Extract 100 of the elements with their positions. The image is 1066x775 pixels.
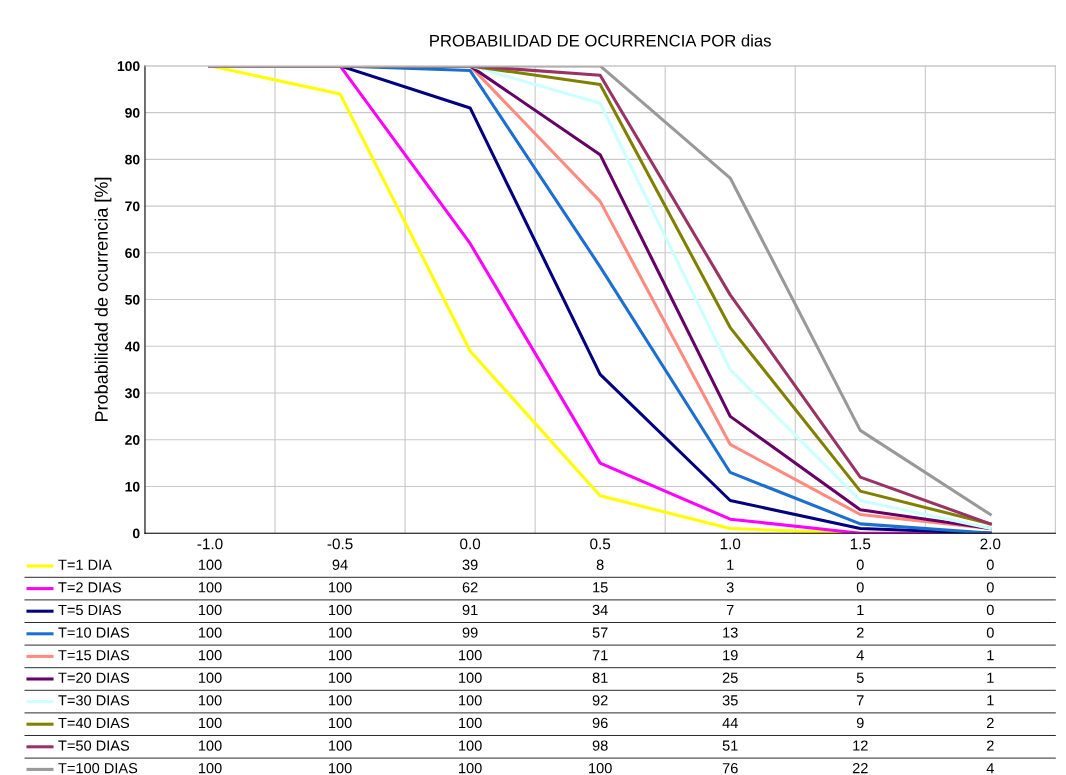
data-label: 1	[987, 695, 994, 706]
data-label: 25	[722, 672, 738, 683]
data-label: 35	[722, 695, 738, 706]
data-label: 2	[986, 717, 994, 728]
x-tick-label: 1.5	[850, 538, 871, 550]
legend-label: T=10 DIAS	[58, 627, 130, 638]
data-label: 98	[592, 740, 608, 751]
x-tick-label: 0.5	[590, 538, 611, 550]
data-label: 100	[198, 672, 222, 683]
legend-label: T=15 DIAS	[58, 649, 130, 661]
data-label: 2	[856, 627, 864, 638]
chart-title: PROBABILIDAD DE OCURRENCIA POR dias	[430, 34, 771, 47]
x-tick-label: 0.0	[460, 538, 481, 550]
y-tick-label: 70	[125, 201, 140, 212]
y-tick-label: 90	[125, 107, 140, 118]
data-label: 100	[589, 762, 612, 774]
x-tick-label: 2.0	[980, 538, 1001, 550]
data-label: 7	[726, 604, 734, 615]
data-label: 71	[592, 650, 608, 661]
data-label: 99	[462, 627, 478, 638]
data-label: 100	[329, 740, 352, 751]
data-label: 100	[198, 740, 222, 751]
data-label: 100	[459, 740, 482, 751]
data-label: 34	[592, 604, 608, 616]
data-label: 1	[727, 559, 734, 570]
data-label: 44	[722, 717, 738, 728]
data-label: 92	[592, 695, 608, 706]
data-label: 62	[462, 582, 478, 593]
data-label: 100	[198, 559, 222, 570]
data-label: 19	[723, 649, 738, 661]
data-label: 39	[462, 559, 478, 570]
data-label: 100	[329, 582, 352, 593]
data-label: 1	[987, 672, 994, 683]
y-tick-label: 50	[125, 294, 140, 305]
data-label: 100	[329, 695, 352, 706]
y-tick-label: 10	[125, 481, 140, 492]
data-label: 9	[856, 717, 864, 729]
legend-label: T=40 DIAS	[58, 717, 130, 729]
data-label: 76	[722, 762, 738, 774]
legend-label: T=100 DIAS	[58, 762, 138, 774]
y-tick-label: 40	[124, 341, 140, 352]
data-label: 100	[459, 672, 482, 683]
data-label: 0	[986, 604, 994, 616]
data-label: 100	[329, 649, 352, 661]
data-label: 100	[198, 582, 222, 593]
data-label: 4	[856, 650, 864, 661]
data-label: 100	[329, 717, 352, 729]
data-label: 15	[593, 582, 608, 593]
data-label: 100	[198, 627, 222, 638]
legend-label: T=2 DIAS	[58, 582, 121, 593]
data-label: 0	[986, 582, 994, 593]
data-label: 100	[459, 695, 482, 706]
data-label: 7	[856, 695, 864, 706]
data-label: 8	[596, 559, 604, 570]
data-label: 13	[723, 627, 738, 638]
x-tick-label: -0.5	[327, 538, 353, 550]
data-label: 100	[329, 762, 352, 774]
data-label: 4	[986, 763, 994, 774]
data-label: 100	[459, 762, 482, 774]
data-label: 1	[857, 604, 864, 615]
data-label: 100	[329, 627, 352, 638]
data-label: 12	[853, 740, 868, 751]
data-label: 2	[986, 740, 994, 751]
y-tick-label: 60	[125, 248, 140, 258]
y-tick-label: 0	[132, 528, 140, 539]
data-label: 5	[856, 672, 864, 683]
data-label: 100	[459, 649, 482, 661]
data-label: 0	[986, 627, 994, 638]
data-label: 22	[852, 762, 868, 774]
y-tick-label: 80	[125, 154, 140, 165]
y-tick-label: 30	[124, 388, 140, 399]
data-label: 3	[726, 582, 734, 593]
legend-label: T=1 DIA	[58, 559, 112, 570]
data-label: 57	[592, 627, 608, 638]
legend-label: T=5 DIAS	[58, 604, 121, 616]
y-axis-title: Probabilidad de ocurrencia [%]	[94, 177, 112, 421]
data-label: 0	[856, 582, 864, 593]
data-label: 96	[592, 717, 608, 729]
data-label: 100	[198, 649, 222, 661]
x-tick-label: 1.0	[720, 538, 741, 550]
data-label: 1	[987, 650, 994, 661]
legend-label: T=50 DIAS	[58, 740, 130, 751]
legend-label: T=30 DIAS	[58, 695, 130, 706]
data-label: 100	[329, 672, 352, 683]
data-label: 0	[986, 559, 994, 570]
data-label: 91	[462, 604, 478, 616]
data-label: 51	[722, 740, 738, 751]
data-label: 94	[332, 559, 348, 570]
data-label: 100	[198, 717, 222, 729]
data-label: 100	[198, 604, 222, 616]
data-label: 100	[459, 717, 482, 729]
y-tick-label: 20	[125, 435, 140, 445]
data-label: 0	[856, 559, 864, 570]
data-label: 81	[592, 672, 608, 683]
y-tick-label: 100	[117, 61, 140, 72]
data-label: 100	[198, 762, 222, 774]
data-label: 100	[198, 695, 222, 706]
legend-label: T=20 DIAS	[58, 672, 130, 683]
data-label: 100	[329, 604, 352, 616]
x-tick-label: -1.0	[197, 538, 223, 550]
